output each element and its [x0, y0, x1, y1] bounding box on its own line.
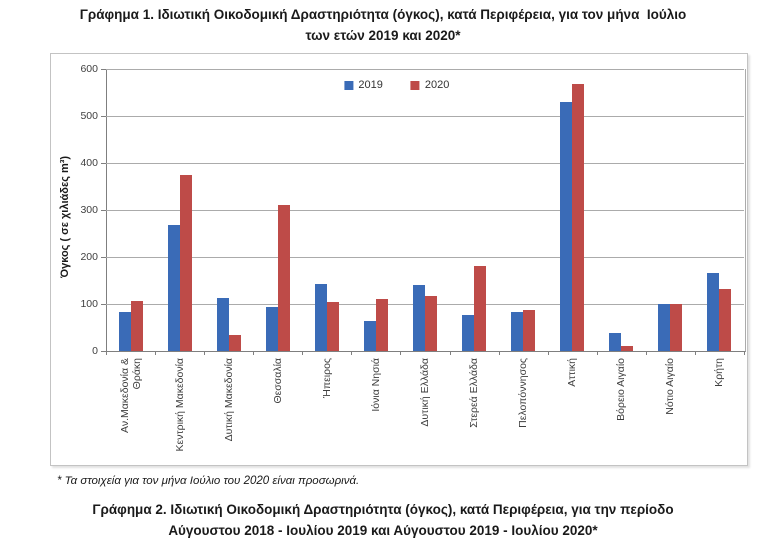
x-axis-tick	[204, 351, 206, 355]
x-axis-tick	[547, 351, 549, 355]
bar-2020	[425, 296, 437, 351]
bar-2020	[326, 301, 339, 351]
legend-swatch-2020	[410, 80, 420, 90]
y-axis-tick	[101, 304, 106, 305]
bar-2020	[523, 310, 536, 351]
y-axis-tick	[101, 210, 106, 211]
y-tick-label: 0	[92, 345, 98, 357]
x-axis-label-wrap: Κεντρική Μακεδονία	[155, 358, 204, 464]
x-axis-label-wrap: Στερεά Ελλάδα	[450, 358, 499, 464]
y-axis-tick	[101, 257, 106, 258]
x-axis-label: Θεσσαλία	[271, 358, 284, 404]
bar-2020	[572, 84, 585, 351]
x-axis-tick	[498, 351, 500, 355]
legend-label-2020: 2020	[424, 79, 450, 91]
gridline	[106, 210, 744, 211]
x-axis-label: Δυτική Μακεδονία	[222, 358, 235, 442]
x-axis-tick	[449, 351, 451, 355]
y-axis-tick	[101, 163, 106, 164]
y-tick-label: 500	[80, 110, 98, 122]
x-axis-label: Πελοπόννησος	[517, 358, 530, 428]
bar-2019	[609, 332, 622, 351]
bar-2019	[658, 304, 671, 351]
bar-2019	[511, 311, 524, 351]
chart1: Όγκος ( σε χιλιάδες m³) 2019 2020 0 100 20…	[50, 53, 748, 466]
bar-2020	[228, 335, 241, 351]
bar-2019	[560, 101, 573, 351]
bar-2019	[118, 311, 131, 351]
x-axis-label: Δυτική Ελλάδα	[418, 358, 431, 427]
x-axis-tick	[596, 351, 598, 355]
y-tick-label: 400	[80, 157, 98, 169]
x-axis-tick	[106, 351, 107, 355]
y-axis-tick	[101, 116, 106, 117]
x-axis-label: Αττική	[566, 358, 579, 387]
x-axis-label-wrap: Αν.Μακεδονία & Θράκη	[106, 358, 155, 464]
x-axis-label-wrap: Αττική	[548, 358, 597, 464]
y-axis-tick	[101, 69, 106, 70]
x-axis-label: Ήπειρος	[320, 358, 333, 398]
legend-item-2020: 2020	[410, 79, 450, 91]
chart1-title: Γράφημα 1. Ιδιωτική Οικοδομική Δραστηριό…	[79, 7, 687, 43]
x-axis-label: Στερεά Ελλάδα	[468, 358, 481, 428]
bar-2019	[314, 283, 327, 351]
x-axis-tick	[400, 351, 402, 355]
x-axis-label: Κεντρική Μακεδονία	[173, 358, 186, 452]
y-tick-label: 200	[80, 251, 98, 263]
bar-2019	[167, 225, 180, 351]
y-tick-label: 300	[80, 204, 98, 216]
footnote: * Τα στοιχεία για τον μήνα Ιούλιο του 20…	[57, 475, 360, 487]
x-axis-label: Νότιο Αιγαίο	[664, 358, 677, 415]
bar-2019	[707, 273, 720, 351]
y-tick-label: 100	[80, 298, 98, 310]
bar-2019	[413, 284, 425, 351]
x-axis-label-wrap: Θεσσαλία	[253, 358, 302, 464]
x-axis-label-wrap: Δυτική Μακεδονία	[204, 358, 253, 464]
x-axis-label: Αν.Μακεδονία & Θράκη	[118, 358, 143, 433]
x-axis-tick	[253, 351, 255, 355]
bar-2020	[179, 174, 192, 351]
gridline	[106, 116, 744, 117]
x-axis-label-wrap: Ιόνια Νησιά	[351, 358, 400, 464]
x-axis-tick	[351, 351, 353, 355]
gridline	[106, 257, 744, 258]
x-axis-label: Ιόνια Νησιά	[369, 358, 382, 412]
x-axis-tick	[645, 351, 647, 355]
legend-swatch-2019	[344, 80, 354, 90]
bar-2020	[277, 205, 290, 351]
x-axis-label: Βόρειο Αιγαίο	[615, 358, 628, 421]
legend: 2019 2020	[344, 79, 449, 91]
x-axis-label: Κρήτη	[713, 358, 726, 387]
x-axis-label-wrap: Κρήτη	[695, 358, 744, 464]
y-tick-label: 600	[80, 63, 98, 75]
y-axis-title: Όγκος ( σε χιλιάδες m³)	[59, 155, 71, 278]
bar-2019	[265, 306, 278, 351]
x-axis-label-wrap: Πελοπόννησος	[499, 358, 548, 464]
legend-label-2019: 2019	[358, 79, 383, 91]
x-axis-tick	[694, 351, 696, 355]
bar-2019	[216, 297, 229, 351]
bar-2020	[130, 300, 143, 351]
x-axis-label-wrap: Δυτική Ελλάδα	[400, 358, 449, 464]
bar-2019	[462, 315, 475, 351]
gridline	[106, 69, 744, 70]
bar-2019	[363, 321, 376, 351]
x-axis-label-wrap: Νότιο Αιγαίο	[646, 358, 695, 464]
bar-2020	[375, 298, 388, 351]
legend-item-2019: 2019	[344, 79, 383, 91]
x-axis-label-wrap: Βόρειο Αιγαίο	[597, 358, 646, 464]
x-axis-label-wrap: Ήπειρος	[302, 358, 351, 464]
x-axis-tick	[155, 351, 157, 355]
bar-2020	[670, 304, 683, 351]
bar-2020	[719, 288, 732, 351]
y-axis-tick	[101, 351, 106, 352]
x-axis-tick	[302, 351, 304, 355]
gridline	[106, 163, 744, 164]
bar-2020	[621, 346, 634, 351]
x-axis-tick	[744, 351, 745, 355]
chart2-title: Γράφημα 2. Ιδιωτική Οικοδομική Δραστηριό…	[92, 502, 674, 538]
bar-2020	[474, 265, 487, 351]
